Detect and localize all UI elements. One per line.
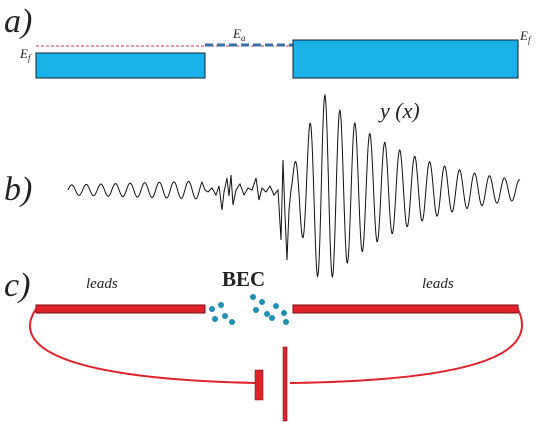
bec-particle [229,319,235,325]
right-leads-label: leads [422,276,454,292]
wavefunction-curve [67,93,521,279]
circuit-wire-left [29,308,256,384]
bec-particle [250,294,256,300]
panel-c: c) leads leads BEC [4,267,523,422]
wavefunction-label: y (x) [378,98,420,123]
bec-particle [218,302,224,308]
panel-a-label: a) [4,3,32,40]
panel-a: a) Ef Ea Ef [4,3,532,79]
right-electrode [292,39,519,79]
bec-particle [281,310,287,316]
bec-cloud [209,294,289,325]
battery-long-plate [282,346,288,422]
barrier-level-label: Ea [232,26,246,43]
panel-b: b) y (x) [4,93,521,279]
left-electrode [35,52,206,79]
right-fermi-label: Ef [519,28,532,45]
panel-c-label: c) [4,267,30,304]
bec-particle [259,299,265,305]
bec-particle [264,311,270,317]
left-leads-label: leads [86,276,118,292]
left-fermi-label: Ef [19,46,32,63]
bec-label: BEC [222,267,265,291]
battery-short-plate [254,369,264,401]
bec-particle [212,316,218,322]
bec-particle [253,307,259,313]
bec-particle [283,319,289,325]
bec-particle [269,315,275,321]
bec-particle [273,303,279,309]
right-lead [292,304,519,314]
circuit-wire-right [289,308,523,384]
panel-b-label: b) [4,171,32,208]
left-lead [35,304,206,314]
bec-particle [209,306,215,312]
bec-particle [222,313,228,319]
